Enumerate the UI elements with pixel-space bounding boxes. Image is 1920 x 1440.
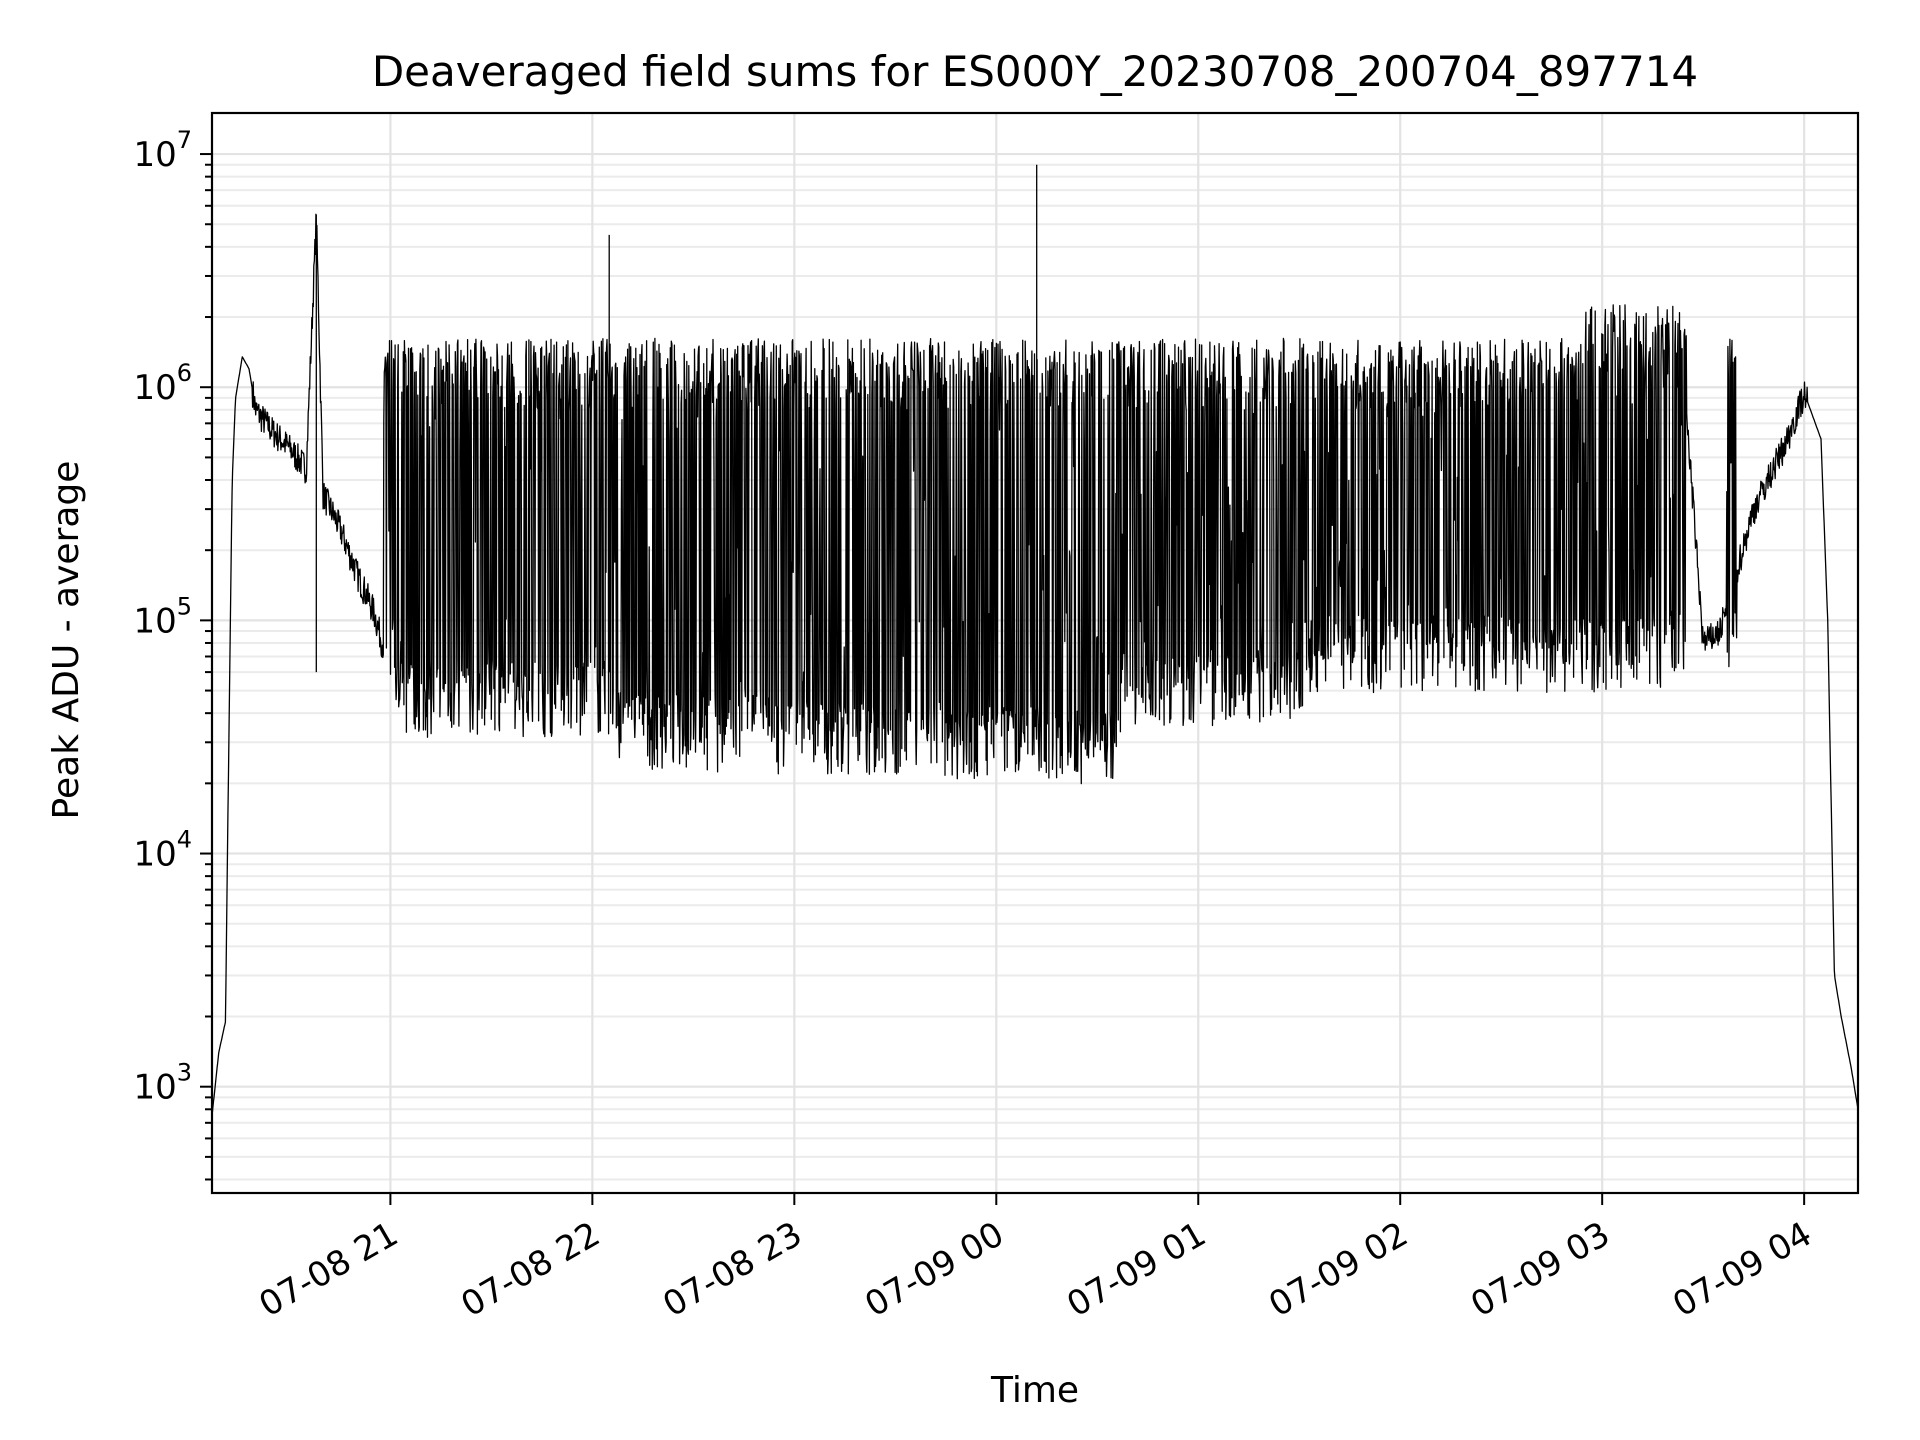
y-tick-base: 10	[133, 1068, 176, 1108]
y-tick-label: 106	[133, 359, 192, 408]
y-axis-label: Peak ADU - average	[46, 461, 87, 820]
y-tick-label: 107	[133, 126, 192, 175]
y-tick-exponent: 6	[177, 359, 192, 387]
y-tick-label: 103	[133, 1059, 192, 1108]
y-tick-label: 105	[133, 592, 192, 641]
y-tick-base: 10	[133, 601, 176, 641]
x-axis-label: Time	[990, 1370, 1079, 1411]
chart-title: Deaveraged field sums for ES000Y_2023070…	[372, 47, 1698, 96]
plot-frame	[210, 111, 1860, 1195]
y-tick-base: 10	[133, 368, 176, 408]
y-tick-base: 10	[133, 835, 176, 875]
y-tick-exponent: 7	[177, 126, 192, 154]
y-tick-exponent: 5	[177, 592, 192, 620]
y-tick-base: 10	[133, 135, 176, 175]
y-tick-label: 104	[133, 826, 192, 875]
y-tick-exponent: 3	[177, 1059, 192, 1087]
series-line	[211, 164, 1859, 1116]
y-tick-exponent: 4	[177, 826, 192, 854]
